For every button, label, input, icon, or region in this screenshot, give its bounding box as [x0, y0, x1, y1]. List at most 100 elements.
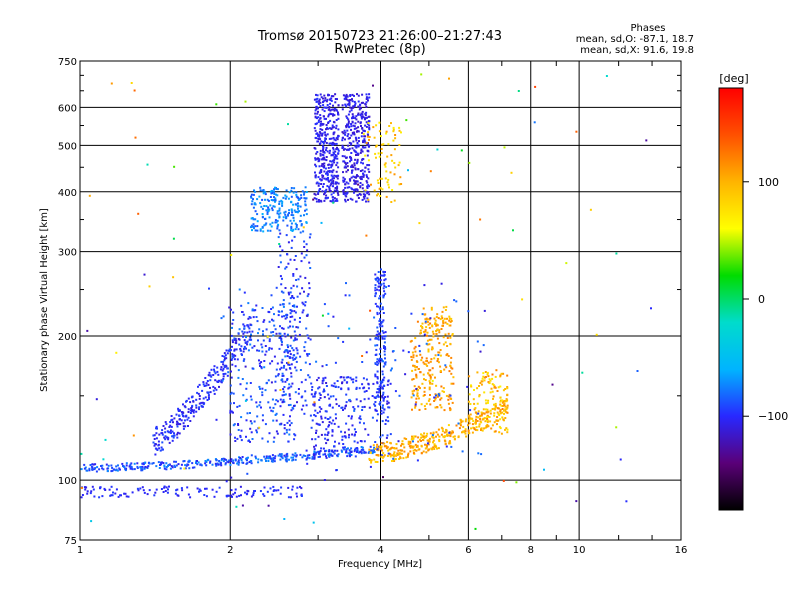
data-point — [321, 157, 324, 160]
data-point — [394, 327, 397, 329]
data-point — [178, 432, 181, 435]
data-point — [317, 387, 320, 390]
data-point — [242, 332, 245, 335]
data-point — [429, 374, 432, 377]
y-tick-label: 75 — [64, 536, 77, 547]
data-point — [290, 222, 293, 225]
data-point — [249, 460, 252, 462]
data-point — [328, 455, 330, 457]
data-point — [144, 466, 147, 468]
data-point — [367, 451, 370, 454]
data-point — [342, 409, 344, 411]
data-point — [180, 487, 183, 490]
data-point — [476, 402, 479, 405]
data-point — [380, 412, 383, 415]
data-point — [480, 429, 482, 431]
data-point — [206, 380, 209, 382]
data-point — [379, 195, 382, 197]
data-point — [358, 421, 361, 424]
data-point — [255, 304, 258, 307]
data-point — [431, 346, 434, 349]
data-point — [389, 369, 392, 372]
data-point — [294, 357, 297, 360]
data-point — [333, 174, 336, 177]
data-point — [296, 285, 299, 288]
data-point — [500, 372, 503, 375]
data-point — [204, 396, 207, 399]
data-point — [374, 401, 377, 403]
data-point — [353, 125, 356, 128]
data-point — [263, 224, 266, 227]
data-point — [136, 487, 139, 490]
data-point — [288, 383, 291, 386]
data-point — [351, 131, 354, 134]
data-point — [198, 406, 201, 409]
data-point — [395, 453, 398, 456]
data-point — [309, 267, 312, 269]
data-point — [336, 136, 339, 139]
data-point — [268, 338, 271, 341]
data-point — [413, 347, 416, 350]
data-point — [203, 494, 206, 496]
data-point — [276, 212, 279, 215]
data-point — [305, 243, 308, 246]
data-point — [402, 443, 405, 446]
data-point — [506, 387, 509, 390]
data-point — [334, 101, 337, 104]
data-point — [374, 362, 377, 365]
data-point — [361, 198, 364, 201]
data-point — [329, 454, 332, 457]
data-point — [484, 371, 487, 373]
data-point — [383, 376, 386, 379]
data-point — [363, 170, 366, 173]
data-point — [230, 494, 233, 497]
data-point — [239, 436, 242, 439]
data-point — [384, 357, 386, 360]
data-point — [271, 493, 274, 496]
data-point — [374, 286, 377, 289]
data-point — [334, 154, 337, 156]
data-point — [320, 447, 323, 450]
data-point — [155, 432, 158, 435]
data-point — [474, 428, 477, 431]
data-point — [415, 373, 418, 376]
data-point — [238, 461, 241, 464]
data-point — [381, 188, 384, 191]
data-point — [282, 299, 285, 302]
data-point — [363, 405, 366, 408]
data-point — [250, 398, 253, 401]
data-point — [185, 400, 187, 403]
data-point — [125, 464, 128, 467]
data-point — [398, 126, 401, 129]
data-point — [80, 486, 83, 489]
data-point — [328, 163, 330, 166]
data-point — [227, 494, 230, 497]
data-point — [379, 279, 382, 282]
data-point — [332, 151, 335, 154]
data-point — [276, 219, 279, 222]
data-point — [377, 182, 380, 184]
data-point — [283, 454, 286, 457]
data-point — [283, 393, 286, 396]
data-point — [379, 302, 382, 305]
data-point — [474, 420, 477, 423]
data-point — [445, 445, 448, 448]
data-point — [313, 448, 316, 451]
data-point — [171, 435, 174, 438]
data-point — [441, 324, 444, 327]
data-point — [506, 386, 509, 388]
data-point — [360, 446, 363, 448]
data-point — [111, 466, 114, 469]
data-point — [292, 358, 295, 361]
data-point — [222, 373, 225, 375]
data-point — [266, 335, 269, 338]
data-point — [344, 103, 347, 106]
data-point — [384, 292, 387, 295]
data-point — [296, 295, 299, 298]
data-point — [295, 224, 298, 226]
data-point — [324, 133, 327, 136]
data-point — [488, 382, 491, 384]
data-point — [483, 391, 486, 394]
data-point — [595, 333, 598, 336]
data-point — [425, 326, 428, 329]
